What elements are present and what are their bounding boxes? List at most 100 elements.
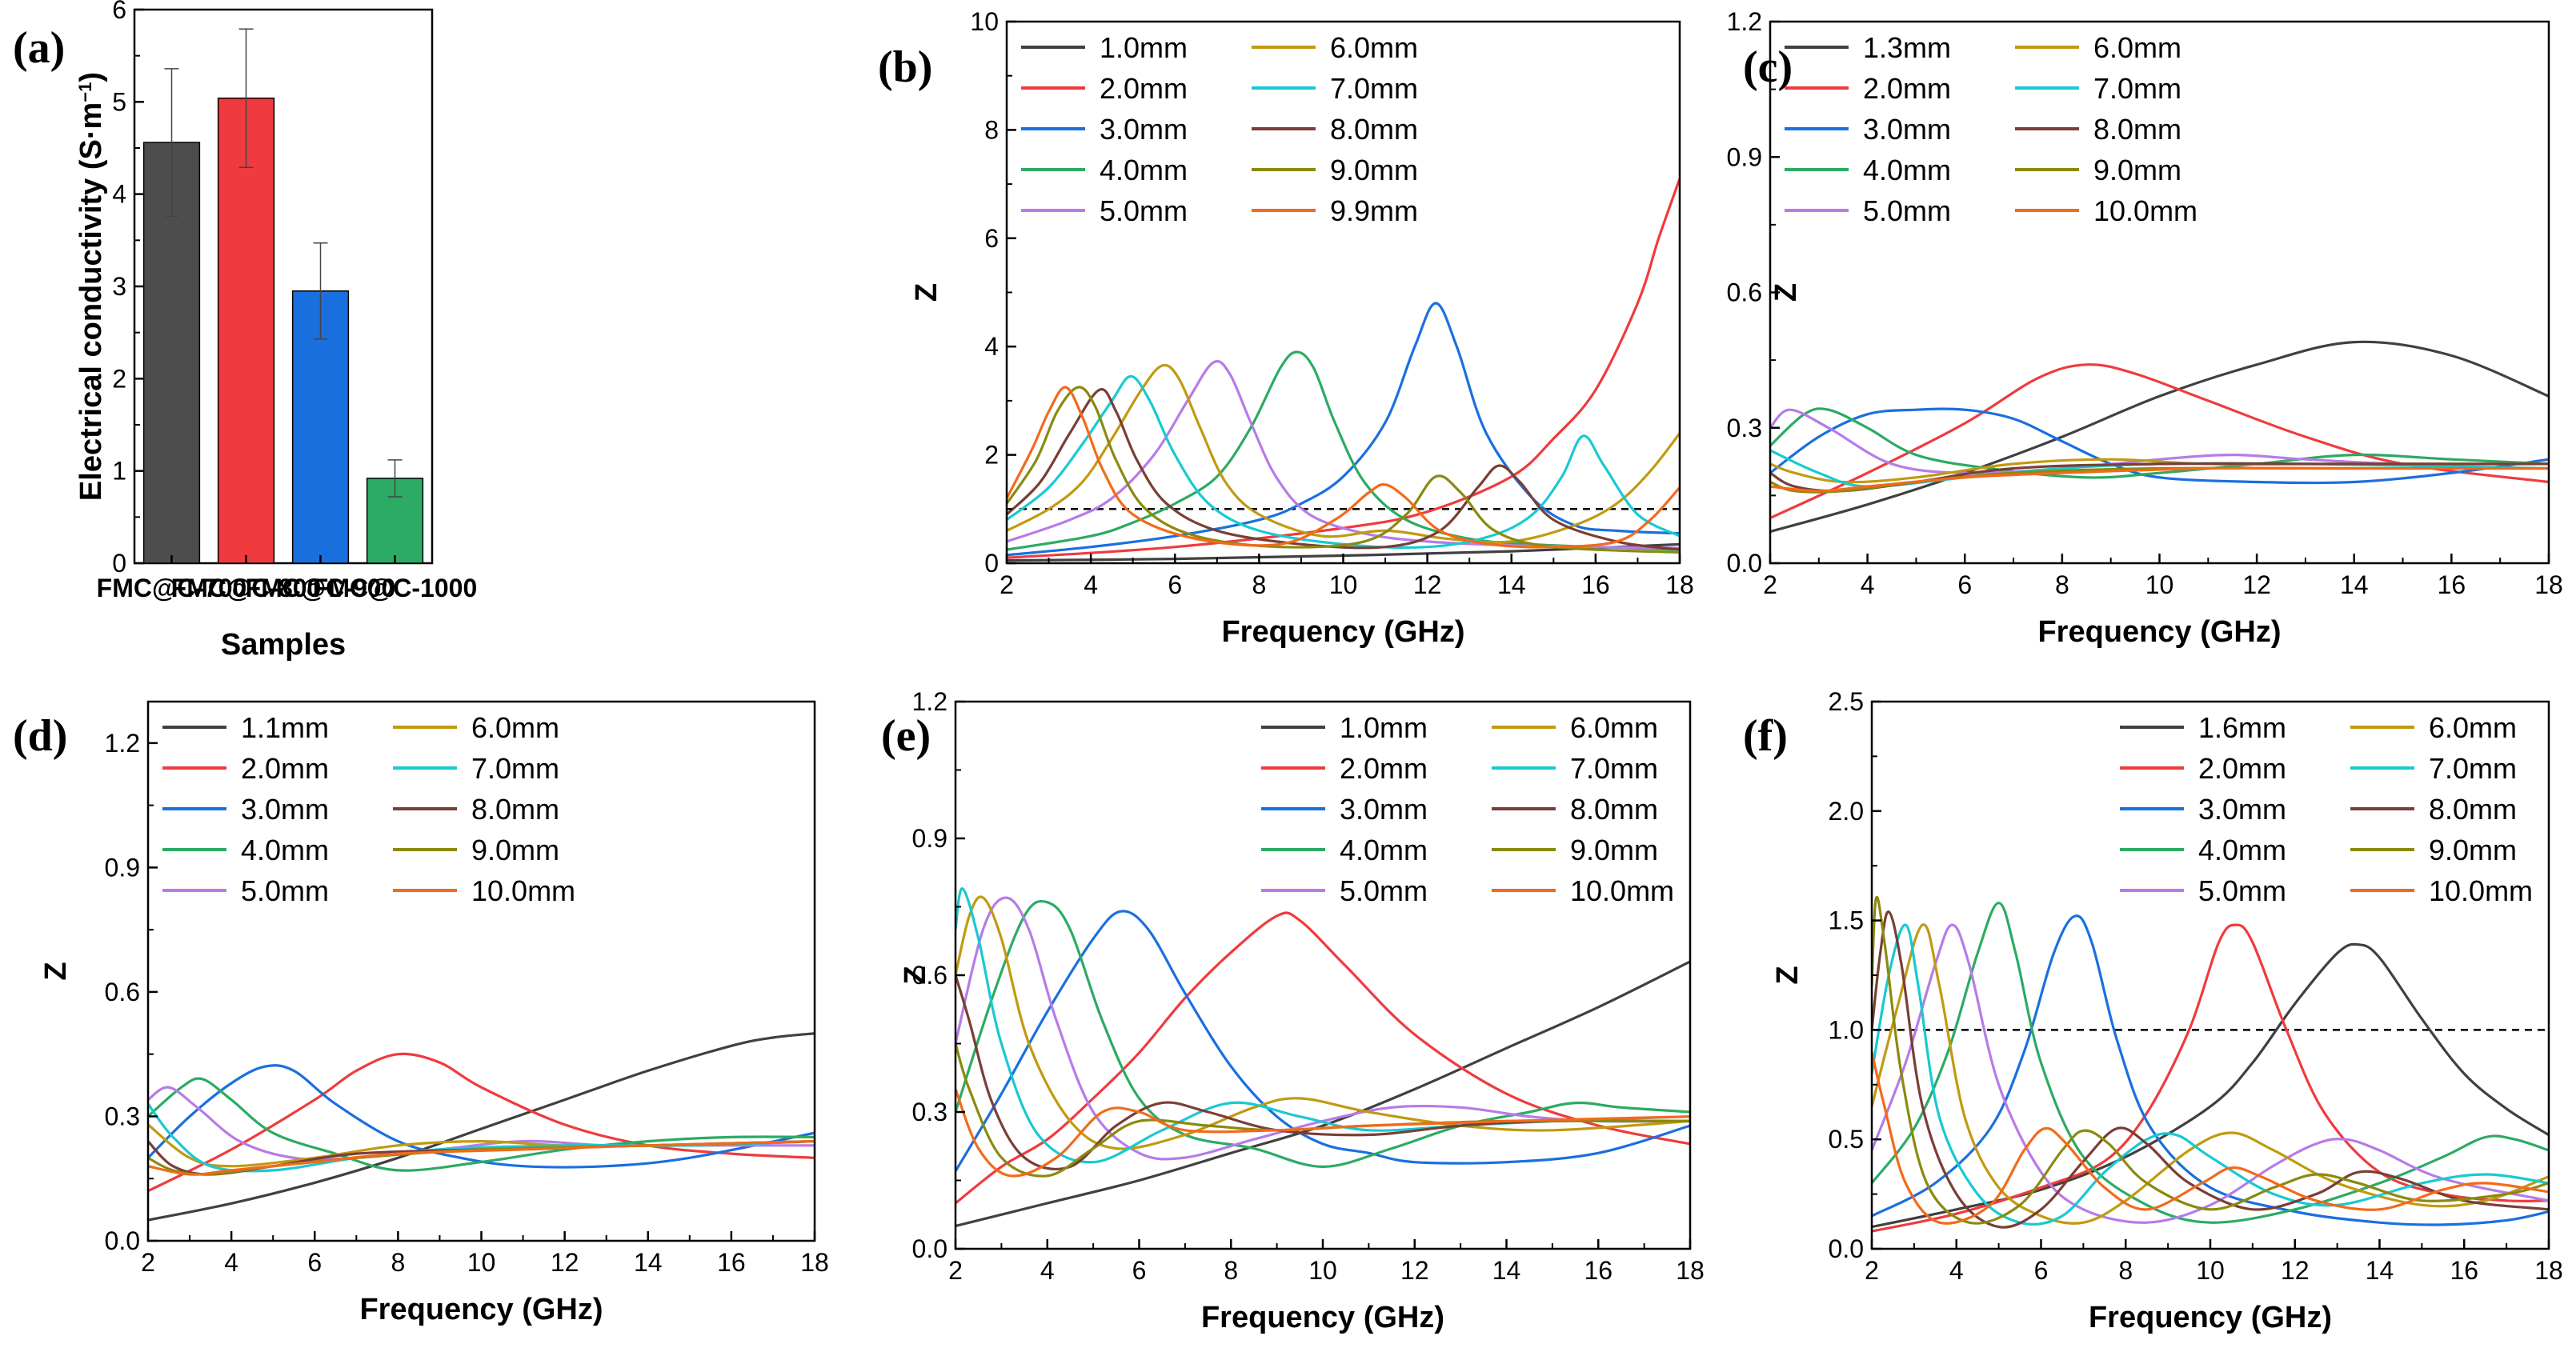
legend-label-6.0mm: 6.0mm <box>2093 31 2181 64</box>
y-axis-title-end: ) <box>74 72 108 82</box>
x-tick-label: 18 <box>2534 1256 2563 1285</box>
y-tick-label: 1.2 <box>1727 7 1762 36</box>
x-tick-label: 10 <box>2145 570 2174 599</box>
x-axis-title: Samples <box>221 628 346 662</box>
legend-label-1.3mm: 1.3mm <box>1863 31 1951 64</box>
x-axis-title: Frequency (GHz) <box>1221 615 1464 649</box>
x-tick-label: 18 <box>800 1248 829 1277</box>
x-tick-label: 18 <box>1676 1256 1705 1285</box>
x-axis-title: Frequency (GHz) <box>2089 1301 2332 1334</box>
series-line-3.0mm <box>1770 407 2549 485</box>
legend-label-10.0mm: 10.0mm <box>2093 194 2197 227</box>
y-tick-label: 0.5 <box>1829 1125 1864 1154</box>
legend: 1.3mm 2.0mm 3.0mm 4.0mm 5.0mm 6.0mm 7.0mm 8.0mm… <box>1785 31 2197 227</box>
y-axis-title: Electrical conductivity (S·m−1) <box>74 72 108 501</box>
legend-label-1.0mm: 1.0mm <box>1100 31 1188 64</box>
legend-label-8.0mm: 8.0mm <box>1570 793 1658 826</box>
legend-label-1.0mm: 1.0mm <box>1340 711 1428 744</box>
series-line-10.0mm <box>1872 1051 2549 1225</box>
series-group <box>1770 340 2549 534</box>
y-tick-label: 1.5 <box>1829 906 1864 935</box>
y-tick-label: 0.9 <box>105 853 140 882</box>
x-tick-label: 10 <box>1308 1256 1337 1285</box>
series-line-3.0mm <box>1007 302 1680 557</box>
series-line-4.0mm <box>1770 407 2549 479</box>
x-tick-label: 2 <box>1865 1256 1879 1285</box>
x-tick-label: 8 <box>2118 1256 2133 1285</box>
series-line-10.0mm <box>1770 466 2549 493</box>
legend-label-5.0mm: 5.0mm <box>2198 874 2286 907</box>
x-tick-label: 10 <box>467 1248 496 1277</box>
x-tick-label: 18 <box>1665 570 1694 599</box>
legend: 1.0mm 2.0mm 3.0mm 4.0mm 5.0mm 6.0mm 7.0mm 8.0mm… <box>1021 31 1418 227</box>
y-axis-title: Z <box>910 283 943 302</box>
legend-label-9.0mm: 9.0mm <box>1330 154 1418 186</box>
y-tick-label: 4 <box>112 180 126 209</box>
x-tick-label: 6 <box>307 1248 322 1277</box>
x-tick-label: 12 <box>2281 1256 2310 1285</box>
x-tick-label: 10 <box>2196 1256 2225 1285</box>
y-tick-label: 1 <box>112 457 126 486</box>
y-tick-label: 1.0 <box>1829 1015 1864 1044</box>
x-tick-label: 10 <box>1329 570 1358 599</box>
y-tick-label: 1.2 <box>912 687 947 716</box>
legend-label-5.0mm: 5.0mm <box>1100 194 1188 227</box>
x-tick-label: 14 <box>1497 570 1526 599</box>
x-tick-label: 8 <box>2055 570 2069 599</box>
legend-label-3.0mm: 3.0mm <box>241 793 329 826</box>
x-tick-label: 12 <box>551 1248 579 1277</box>
x-tick-label: FMC@C-900 <box>246 574 396 602</box>
series-line-4.0mm <box>1872 902 2549 1224</box>
legend-label-7.0mm: 7.0mm <box>1330 72 1418 105</box>
x-tick-label: 12 <box>2242 570 2271 599</box>
legend-label-7.0mm: 7.0mm <box>1570 752 1658 785</box>
x-tick-label: 12 <box>1413 570 1442 599</box>
y-tick-label: 0.0 <box>105 1226 140 1255</box>
x-tick-label: 4 <box>1949 1256 1964 1285</box>
legend-label-2.0mm: 2.0mm <box>2198 752 2286 785</box>
series-group <box>1007 178 1680 562</box>
y-tick-label: 0.0 <box>912 1234 947 1263</box>
series-line-10.0mm <box>955 1088 1690 1178</box>
legend-label-6.0mm: 6.0mm <box>471 711 559 744</box>
legend-label-6.0mm: 6.0mm <box>1330 31 1418 64</box>
y-tick-label: 0.0 <box>1829 1234 1864 1263</box>
series-line-2.0mm <box>1770 363 2549 520</box>
y-tick-label: 0 <box>984 549 999 578</box>
x-tick-label: 2 <box>948 1256 963 1285</box>
legend-label-7.0mm: 7.0mm <box>2093 72 2181 105</box>
x-tick-label: 4 <box>1040 1256 1055 1285</box>
x-axis-title: Frequency (GHz) <box>2037 615 2281 649</box>
series-line-8.0mm <box>955 974 1690 1170</box>
y-tick-label: 0.9 <box>1727 142 1762 171</box>
x-tick-label: 18 <box>2534 570 2563 599</box>
panel-label: (d) <box>13 711 67 761</box>
series-line-8.0mm <box>1007 388 1680 551</box>
x-tick-label: 14 <box>2340 570 2369 599</box>
legend-label-2.0mm: 2.0mm <box>1863 72 1951 105</box>
legend-label-10.0mm: 10.0mm <box>1570 874 1674 907</box>
legend-label-2.0mm: 2.0mm <box>1100 72 1188 105</box>
series-line-3.0mm <box>955 910 1690 1172</box>
panel-f: 0.0 0.5 1.0 1.5 2.0 2.5 2 4 6 8 10 12 14 16 18 Frequenc… <box>1743 687 2563 1334</box>
y-axis-title: Z <box>39 962 73 980</box>
series-group <box>955 887 1690 1228</box>
x-tick-label: 14 <box>1492 1256 1521 1285</box>
legend-label-4.0mm: 4.0mm <box>1863 154 1951 186</box>
legend-label-1.6mm: 1.6mm <box>2198 711 2286 744</box>
y-axis-title-main: Electrical conductivity (S·m <box>74 102 108 501</box>
x-tick-label: 2 <box>141 1248 155 1277</box>
series-line-5.0mm <box>955 896 1690 1161</box>
x-tick-label: 6 <box>2034 1256 2049 1285</box>
y-tick-label: 2 <box>112 364 126 393</box>
y-axis-title: Z <box>899 966 932 984</box>
x-tick-label: 14 <box>634 1248 663 1277</box>
legend-label-9.0mm: 9.0mm <box>2093 154 2181 186</box>
legend-label-8.0mm: 8.0mm <box>1330 113 1418 146</box>
series-line-7.0mm <box>1007 374 1680 549</box>
legend: 1.6mm 2.0mm 3.0mm 4.0mm 5.0mm 6.0mm 7.0mm 8.0mm… <box>2120 711 2533 907</box>
series-line-4.0mm <box>148 1077 815 1172</box>
series-line-5.0mm <box>1872 923 2549 1224</box>
